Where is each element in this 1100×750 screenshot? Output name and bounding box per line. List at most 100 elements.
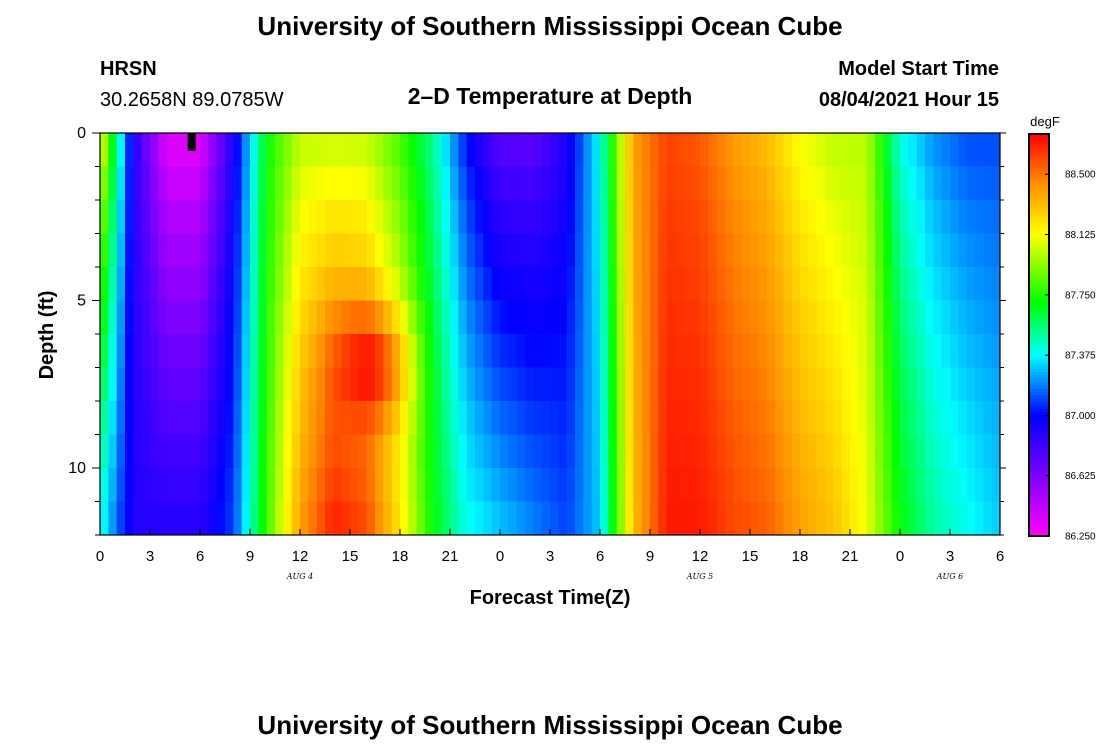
heatmap-cell — [466, 200, 476, 234]
heatmap-cell — [866, 233, 876, 268]
heatmap-cell — [508, 367, 518, 402]
heatmap-cell — [808, 501, 818, 536]
heatmap-cell — [883, 367, 893, 402]
heatmap-cell — [225, 133, 234, 167]
heatmap-cell — [991, 367, 1001, 402]
heatmap-cell — [600, 200, 609, 234]
heatmap-cell — [450, 501, 459, 536]
heatmap-cell — [450, 401, 459, 435]
heatmap-cell — [716, 267, 726, 301]
heatmap-cell — [525, 468, 534, 502]
heatmap-cell — [475, 133, 484, 167]
heatmap-cell — [200, 334, 209, 368]
colorbar-segment — [1029, 288, 1049, 293]
heatmap-cell — [333, 233, 343, 268]
heatmap-cell — [183, 166, 193, 201]
heatmap-cell — [650, 267, 659, 301]
heatmap-cell — [591, 300, 601, 335]
heatmap-cell — [525, 133, 534, 167]
heatmap-cell — [341, 300, 351, 335]
heatmap-cell — [650, 133, 659, 167]
heatmap-cell — [575, 133, 584, 167]
heatmap-cell — [325, 401, 334, 435]
heatmap-cell — [100, 267, 109, 301]
colorbar-segment — [1029, 321, 1049, 326]
colorbar-segment — [1029, 227, 1049, 232]
heatmap-cell — [441, 166, 451, 201]
colorbar-segment — [1029, 448, 1049, 453]
heatmap-cell — [675, 233, 684, 268]
heatmap-cell — [600, 501, 609, 536]
heatmap-cell — [100, 501, 109, 536]
heatmap-cell — [850, 267, 859, 301]
heatmap-cell — [508, 501, 518, 536]
heatmap-cell — [383, 166, 393, 201]
heatmap-cell — [616, 267, 626, 301]
colorbar-segment — [1029, 304, 1049, 309]
heatmap-cell — [741, 200, 751, 234]
heatmap-cell — [691, 501, 701, 536]
heatmap-cell — [283, 233, 293, 268]
heatmap-cell — [450, 334, 459, 368]
heatmap-cell — [133, 267, 143, 301]
heatmap-cell — [516, 200, 526, 234]
heatmap-cell — [425, 367, 434, 402]
heatmap-cell — [975, 334, 984, 368]
date-label: AUG 5 — [686, 572, 714, 581]
heatmap-cell — [125, 200, 134, 234]
heatmap-cell — [141, 434, 151, 469]
heatmap-cell — [291, 434, 301, 469]
heatmap-cell — [425, 233, 434, 268]
heatmap-cell — [233, 468, 243, 502]
heatmap-cell — [458, 401, 468, 435]
heatmap-cell — [208, 300, 218, 335]
heatmap-cell — [283, 434, 293, 469]
heatmap-cell — [925, 501, 934, 536]
heatmap-cell — [133, 367, 143, 402]
heatmap-cell — [350, 434, 359, 469]
heatmap-cell — [416, 166, 426, 201]
heatmap-cell — [466, 367, 476, 402]
heatmap-cell — [241, 300, 251, 335]
colorbar-segment — [1029, 365, 1049, 370]
heatmap-cell — [633, 401, 643, 435]
heatmap-cell — [141, 367, 151, 402]
heatmap-cell — [108, 233, 118, 268]
heatmap-cell — [175, 334, 184, 368]
heatmap-cell — [733, 133, 743, 167]
heatmap-cell — [333, 300, 343, 335]
heatmap-cell — [383, 334, 393, 368]
heatmap-cell — [416, 401, 426, 435]
heatmap-cell — [233, 200, 243, 234]
heatmap-cell — [908, 200, 918, 234]
date-label: AUG 4 — [286, 572, 314, 581]
heatmap-cell — [275, 401, 284, 435]
heatmap-cell — [358, 401, 368, 435]
heatmap-cell — [183, 468, 193, 502]
heatmap-cell — [366, 133, 376, 167]
heatmap-cell — [425, 267, 434, 301]
colorbar-segment — [1029, 204, 1049, 209]
heatmap-cell — [275, 501, 284, 536]
heatmap-cell — [458, 267, 468, 301]
heatmap-cell — [500, 166, 509, 201]
heatmap-cell — [750, 267, 759, 301]
heatmap-cell — [125, 468, 134, 502]
heatmap-cell — [700, 267, 709, 301]
heatmap-cell — [583, 267, 593, 301]
heatmap-cell — [858, 166, 868, 201]
heatmap-cell — [975, 468, 984, 502]
heatmap-cell — [741, 434, 751, 469]
heatmap-cell — [633, 267, 643, 301]
heatmap-cell — [691, 334, 701, 368]
heatmap-cell — [425, 401, 434, 435]
heatmap-cell — [950, 334, 959, 368]
heatmap-cell — [183, 267, 193, 301]
heatmap-cell — [241, 166, 251, 201]
heatmap-cell — [225, 434, 234, 469]
heatmap-cell — [625, 468, 634, 502]
heatmap-cell — [683, 300, 693, 335]
heatmap-cell — [258, 468, 268, 502]
page-title: University of Southern Mississippi Ocean… — [257, 11, 842, 41]
heatmap-cell — [966, 501, 976, 536]
